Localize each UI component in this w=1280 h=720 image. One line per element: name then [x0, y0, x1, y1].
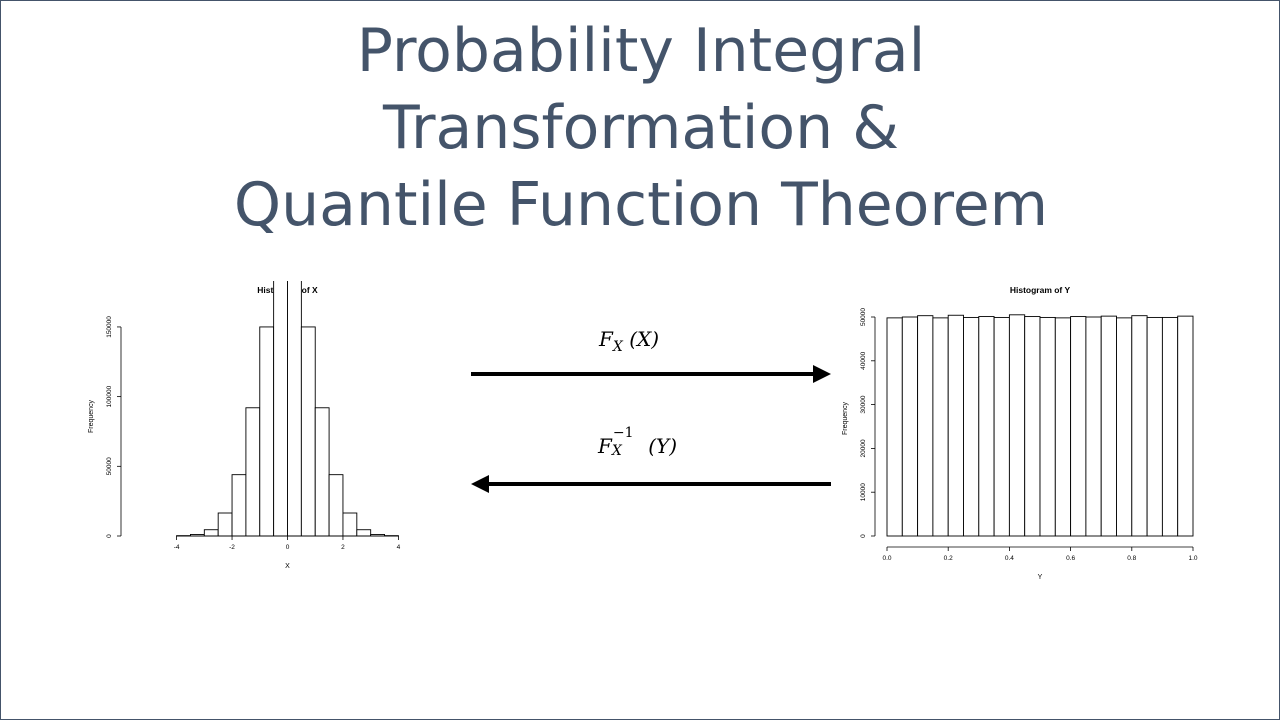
chart-x-x-tick-label: 4	[397, 544, 401, 551]
chart-y-bar	[1146, 316, 1163, 537]
inverse-symbol: F	[598, 434, 612, 458]
chart-y-bar	[1100, 315, 1117, 537]
chart-y-y-tick-label: 10000	[860, 483, 867, 501]
chart-x-bar	[328, 474, 344, 537]
chart-y-bar	[1085, 316, 1102, 537]
chart-x-x-tick-label: -2	[229, 544, 235, 551]
chart-y-x-tick-label: 0.6	[1066, 555, 1075, 562]
chart-y-y-tick-label: 0	[860, 534, 867, 538]
chart-x-bar	[356, 529, 372, 537]
chart-y-x-label: Y	[1038, 574, 1043, 581]
chart-y-bar	[978, 316, 995, 537]
inverse-argument: (Y)	[648, 434, 678, 458]
chart-y-bar	[1054, 317, 1072, 537]
chart-y-bar	[886, 317, 903, 537]
chart-y-bar	[1024, 316, 1041, 537]
title-line-3: Quantile Function Theorem	[233, 170, 1049, 240]
histogram-y-plot: Histogram of Y 0.0 0.2 0.4 0.6 0.8 1.0 Y 0 10000 2…	[842, 285, 1198, 581]
chart-y-y-tick-label: 50000	[860, 308, 867, 326]
inverse-transform-label: F −1 X (Y)	[598, 425, 678, 459]
chart-x-x-tick-label: 2	[341, 544, 345, 551]
chart-y-bar	[993, 316, 1010, 537]
chart-y-y-tick-label: 20000	[860, 439, 867, 457]
chart-y-x-tick-label: 1.0	[1188, 555, 1197, 562]
chart-y-y-label: Frequency	[842, 401, 849, 435]
inverse-arrow	[471, 475, 831, 493]
chart-x-bar	[217, 512, 233, 537]
chart-x-bar	[314, 407, 330, 537]
chart-x-y-label: Frequency	[88, 399, 95, 433]
chart-x-bar	[287, 281, 302, 537]
chart-y-bar	[1161, 316, 1179, 537]
chart-y-bar	[947, 314, 964, 537]
chart-y-bar	[1039, 316, 1056, 537]
chart-y-x-tick-label: 0.4	[1005, 555, 1014, 562]
chart-y-bar	[917, 315, 934, 537]
inverse-superscript: −1	[612, 425, 634, 441]
histogram-y: Histogram of Y 0.0 0.2 0.4 0.6 0.8 1.0 Y 0 10000 2…	[837, 281, 1207, 586]
chart-y-y-tick-label: 40000	[860, 351, 867, 369]
chart-y-x-tick-label: 0.0	[882, 555, 891, 562]
forward-transform-label: FX (X)	[599, 327, 659, 355]
chart-y-bar	[1177, 315, 1194, 537]
chart-y-y-tick-label: 30000	[860, 395, 867, 413]
chart-x-bar	[259, 326, 275, 537]
chart-y-x-tick-label: 0.2	[944, 555, 953, 562]
chart-x-bar	[245, 407, 261, 537]
chart-x-x-tick-label: -4	[174, 544, 180, 551]
chart-x-y-tick-label: 50000	[106, 457, 113, 475]
chart-x-bar	[300, 326, 316, 537]
chart-x-y-tick-label: 150000	[106, 316, 113, 338]
chart-x-x-label: X	[285, 563, 290, 570]
chart-x-y-tick-label: 100000	[106, 385, 113, 407]
chart-x-x-tick-label: 0	[286, 544, 290, 551]
chart-y-bar	[901, 316, 919, 537]
title-line-2: Transformation &	[382, 93, 899, 163]
chart-x-bar	[231, 474, 247, 537]
histogram-x-plot: Histogram of X-4-2024X050000100000150000…	[88, 281, 401, 570]
forward-symbol: F	[599, 327, 613, 351]
forward-subscript: X	[612, 339, 623, 355]
histogram-x: Histogram of X-4-2024X050000100000150000…	[85, 281, 455, 586]
inverse-subscript: X	[611, 443, 622, 459]
chart-y-bar	[932, 317, 949, 537]
forward-arrow	[471, 365, 831, 383]
chart-y-bar	[1070, 316, 1087, 537]
chart-x-bar	[342, 512, 358, 537]
chart-x-y-tick-label: 0	[106, 534, 113, 538]
chart-y-bar	[963, 316, 980, 537]
chart-y-title: Histogram of Y	[1010, 285, 1071, 295]
chart-y-x-tick-label: 0.8	[1127, 555, 1136, 562]
chart-x-bar	[273, 281, 288, 537]
chart-y-bar	[1116, 317, 1133, 537]
chart-y-bar	[1008, 314, 1026, 537]
slide-title: Probability Integral Transformation & Qu…	[1, 13, 1280, 244]
chart-y-bar	[1131, 315, 1148, 537]
forward-argument: (X)	[629, 327, 660, 351]
transform-arrows	[471, 365, 831, 493]
title-line-1: Probability Integral	[356, 16, 926, 86]
chart-x-bar	[203, 529, 219, 537]
